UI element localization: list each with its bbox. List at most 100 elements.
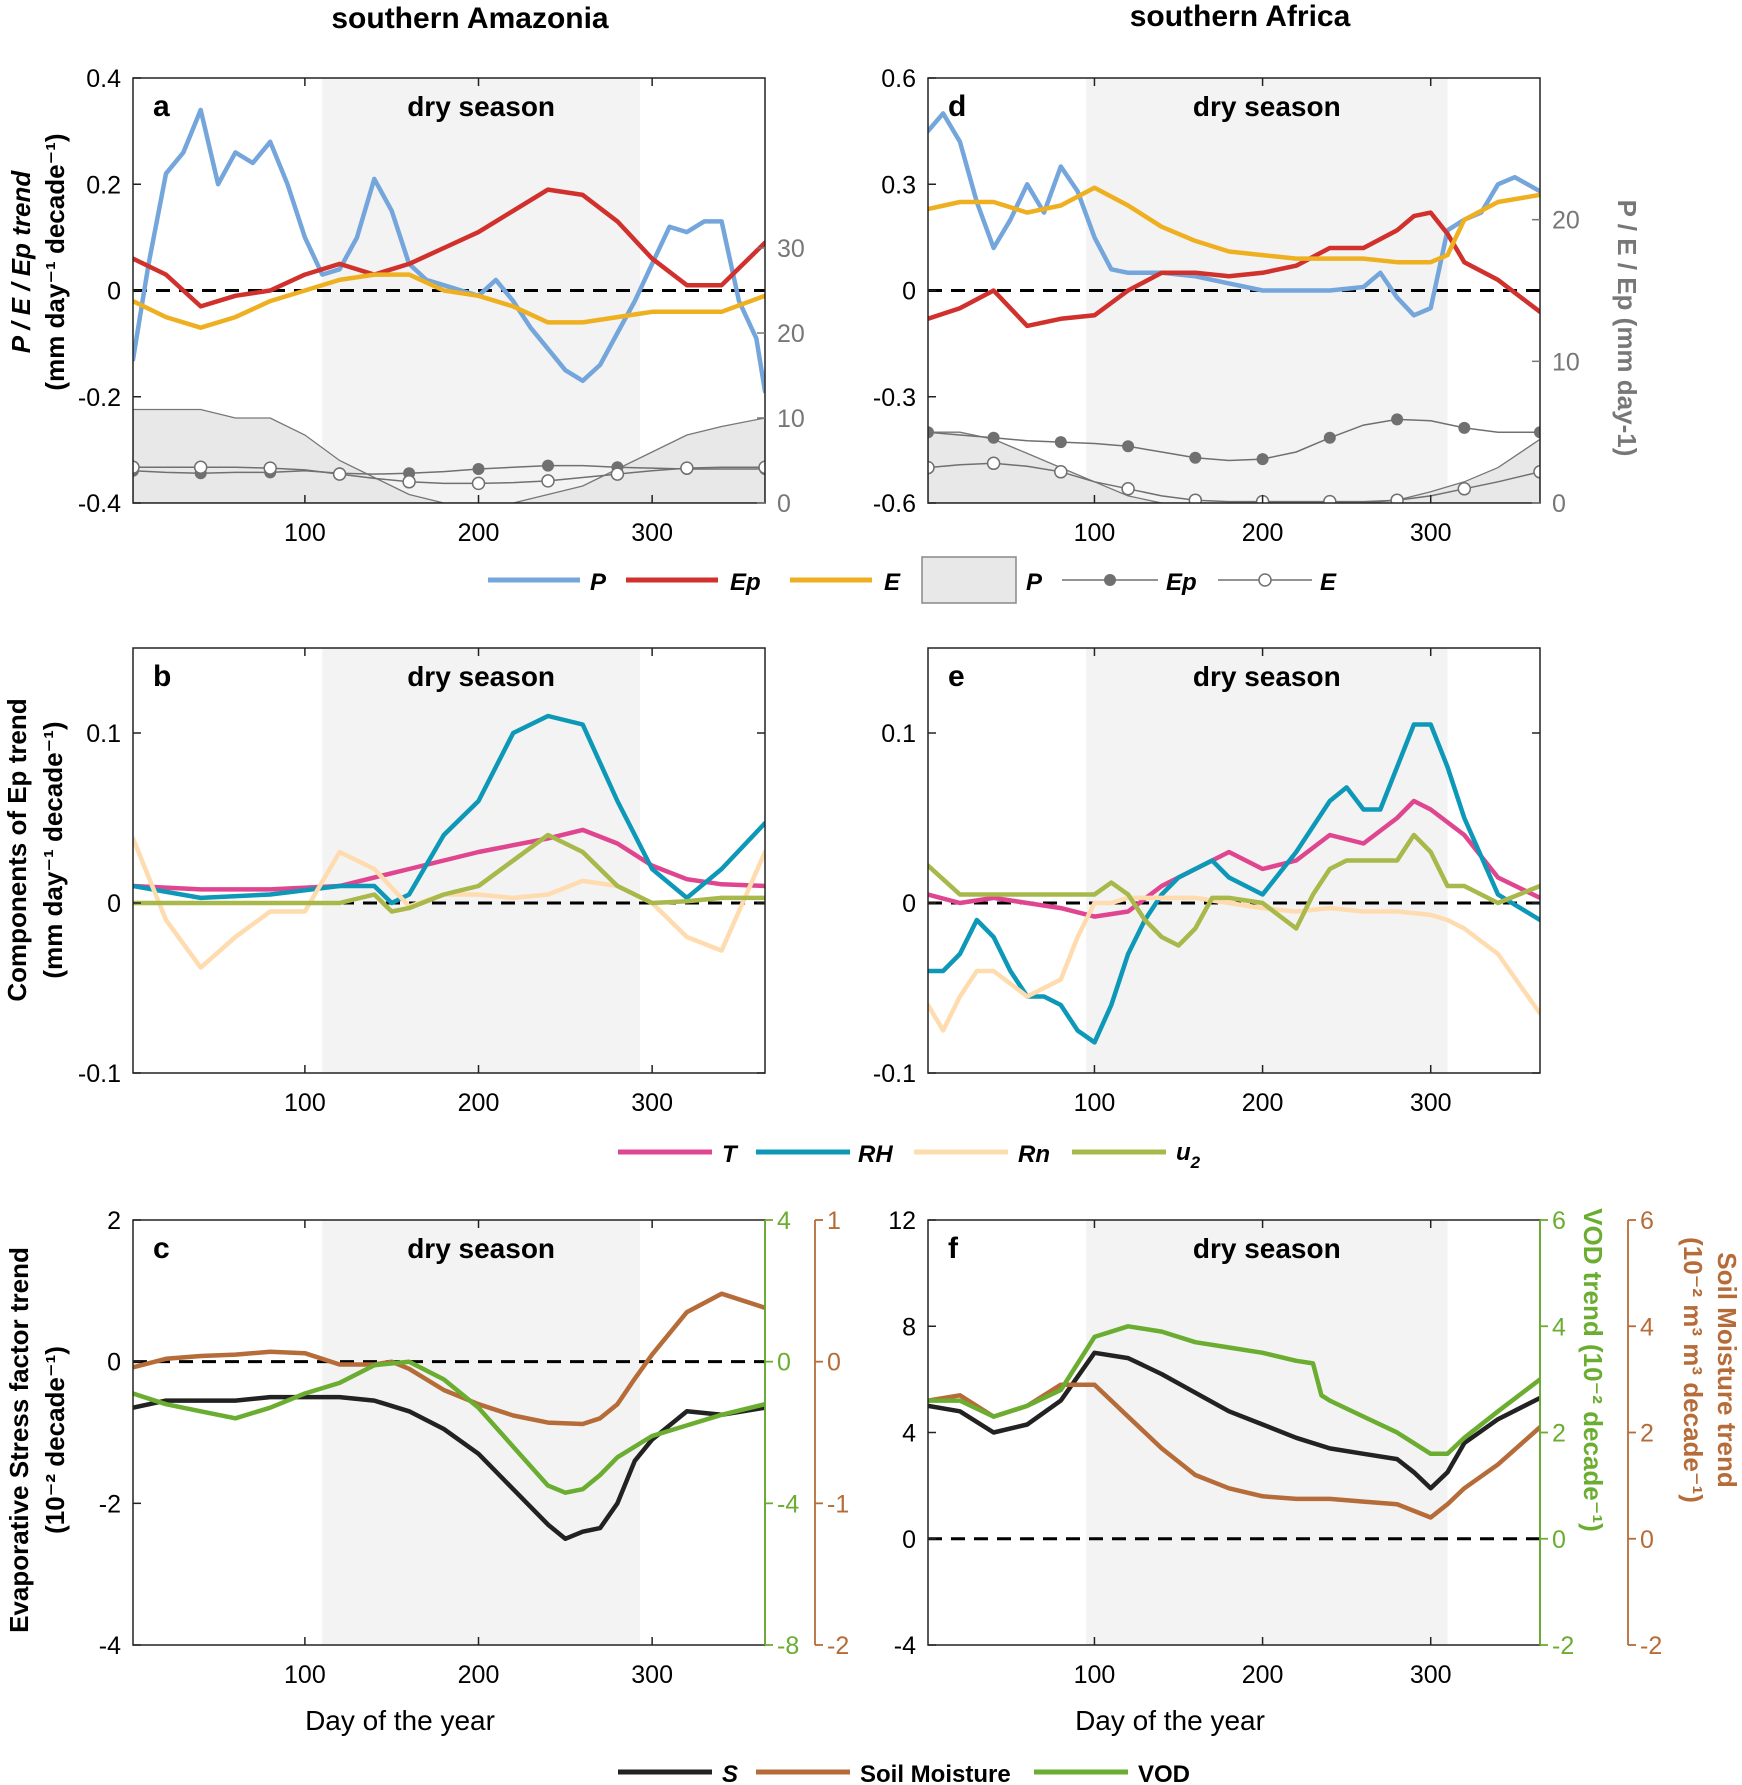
ylabel-row1-right: P / E / Ep (mm day-1) <box>1612 200 1642 457</box>
y-tick-label: -0.1 <box>873 1060 916 1088</box>
series-T <box>133 827 765 892</box>
series-Epc-marker <box>472 463 485 475</box>
y2-tick-label: 20 <box>1552 207 1580 235</box>
y-tick-label: -2 <box>99 1490 121 1518</box>
y-tick-label: 0.1 <box>86 720 121 748</box>
legend-label-u2: u2 <box>1176 1139 1201 1172</box>
xlabel-left: Day of the year <box>305 1705 495 1736</box>
series-Ec-marker <box>1054 465 1068 479</box>
y2-tick-label: 0 <box>777 490 791 518</box>
legend-label-Rn: Rn <box>1018 1141 1050 1168</box>
x-tick-label: 200 <box>458 1089 500 1117</box>
series-Rn <box>928 895 1540 1033</box>
series-Epc-marker <box>1122 440 1135 453</box>
series-Ec-marker <box>610 467 625 481</box>
series-Epc-marker <box>1054 436 1067 449</box>
panel-e: 100 200 300 -0.1 0 0.1 e dry season <box>873 647 1541 1117</box>
series-Ec-marker <box>471 476 486 491</box>
dry-season-band <box>322 1220 640 1645</box>
series-u2 <box>133 832 765 914</box>
panel-letter: c <box>153 1232 170 1265</box>
series-Ec-marker <box>332 467 347 481</box>
y2-tick-label: 20 <box>777 320 805 348</box>
series-RH <box>928 722 1540 1045</box>
y2-tick-label: 10 <box>1552 348 1580 376</box>
panel-d: 100 200 300 -0.6 -0.3 0 0.3 0.6 0 10 20 d dry season <box>873 65 1580 547</box>
panel-a: 100 200 300 -0.4 -0.2 0 0.2 0.4 0 10 20 30 a dry seas… <box>78 65 805 547</box>
series-E <box>133 272 765 330</box>
x-tick-label: 200 <box>458 519 500 547</box>
series-S <box>928 1350 1540 1491</box>
series-Ec-marker <box>402 475 416 489</box>
plot-content <box>133 107 765 503</box>
vod-tick-label: -4 <box>777 1490 799 1518</box>
series-Epc-line <box>133 464 765 475</box>
series-Ec-marker <box>1121 482 1135 496</box>
legend-label-E-clim: E <box>1320 569 1337 596</box>
legend-label-VOD: VOD <box>1138 1761 1190 1785</box>
panel-letter: f <box>948 1232 959 1265</box>
ylabel-row2: Components of Ep trend (mm day⁻¹ decade⁻… <box>2 698 68 1001</box>
y-tick-label: -0.1 <box>78 1060 121 1088</box>
y-tick-label: 0 <box>902 890 916 918</box>
series-VOD <box>133 1359 765 1495</box>
series-VOD <box>928 1324 1540 1457</box>
y-tick-label: 0 <box>107 1349 121 1377</box>
series-Ec-marker <box>263 461 277 475</box>
legend-marker-Ep-clim <box>1104 574 1116 586</box>
series-Ec-marker <box>193 460 208 475</box>
sm-tick-label: -2 <box>1640 1632 1662 1660</box>
y-tick-label: -4 <box>894 1632 916 1660</box>
y-tick-label: -0.2 <box>78 384 121 412</box>
title-right: southern Africa <box>1130 0 1351 33</box>
series-SM <box>133 1291 765 1427</box>
sm-tick-label: 2 <box>1640 1420 1654 1448</box>
series-Ec-marker <box>758 460 765 475</box>
series-Epc-marker <box>1256 453 1269 466</box>
vod-tick-label: 4 <box>1552 1313 1566 1341</box>
plot-frame <box>132 647 766 1074</box>
ylabel-sm-line1: Soil Moisture trend <box>1712 1252 1742 1487</box>
series-Ec-marker <box>541 474 555 488</box>
panel-letter: a <box>153 90 170 123</box>
y-tick-label: -0.4 <box>78 490 121 518</box>
sm-tick-label: 0 <box>1640 1526 1654 1554</box>
x-tick-label: 200 <box>1242 1089 1284 1117</box>
sm-tick-label: 0 <box>827 1349 841 1377</box>
plot-content <box>133 1291 765 1542</box>
vod-tick-label: -2 <box>1552 1632 1574 1660</box>
series-Ec-marker <box>680 461 694 475</box>
vod-tick-label: 2 <box>1552 1420 1566 1448</box>
y-tick-label: 2 <box>107 1207 121 1235</box>
y-tick-label: 0.6 <box>881 65 916 93</box>
legend-label-RH: RH <box>858 1141 893 1168</box>
x-tick-label: 200 <box>1242 519 1284 547</box>
series-Ec-marker <box>928 460 935 475</box>
series-Pc-area <box>133 408 765 503</box>
panel-letter: b <box>153 660 171 693</box>
x-tick-label: 300 <box>631 519 673 547</box>
sm-tick-label: 6 <box>1640 1207 1654 1235</box>
legend-swatch-P-clim <box>921 556 1017 604</box>
legend-row2: T RH Rn u2 <box>618 1139 1201 1172</box>
x-tick-label: 200 <box>1242 1661 1284 1689</box>
dry-season-label: dry season <box>407 661 555 692</box>
series-Pc-area <box>928 431 1540 503</box>
y-tick-label: 4 <box>902 1420 916 1448</box>
series-E <box>928 185 1540 265</box>
x-tick-label: 100 <box>1074 519 1116 547</box>
dry-season-label: dry season <box>1193 91 1341 122</box>
y-tick-label: 0.3 <box>881 171 916 199</box>
series-Epc-line <box>928 418 1540 462</box>
x-tick-label: 100 <box>284 519 326 547</box>
y2-tick-label: 10 <box>777 405 805 433</box>
x-tick-label: 100 <box>1074 1661 1116 1689</box>
series-Ec-marker <box>1457 482 1472 496</box>
y-tick-label: 0 <box>107 278 121 306</box>
vod-tick-label: 6 <box>1552 1207 1566 1235</box>
x-tick-label: 200 <box>458 1661 500 1689</box>
series-Ep <box>928 210 1540 329</box>
y-tick-label: 8 <box>902 1313 916 1341</box>
ylabel-row1-line2: (mm day⁻¹ decade⁻¹) <box>40 133 70 390</box>
